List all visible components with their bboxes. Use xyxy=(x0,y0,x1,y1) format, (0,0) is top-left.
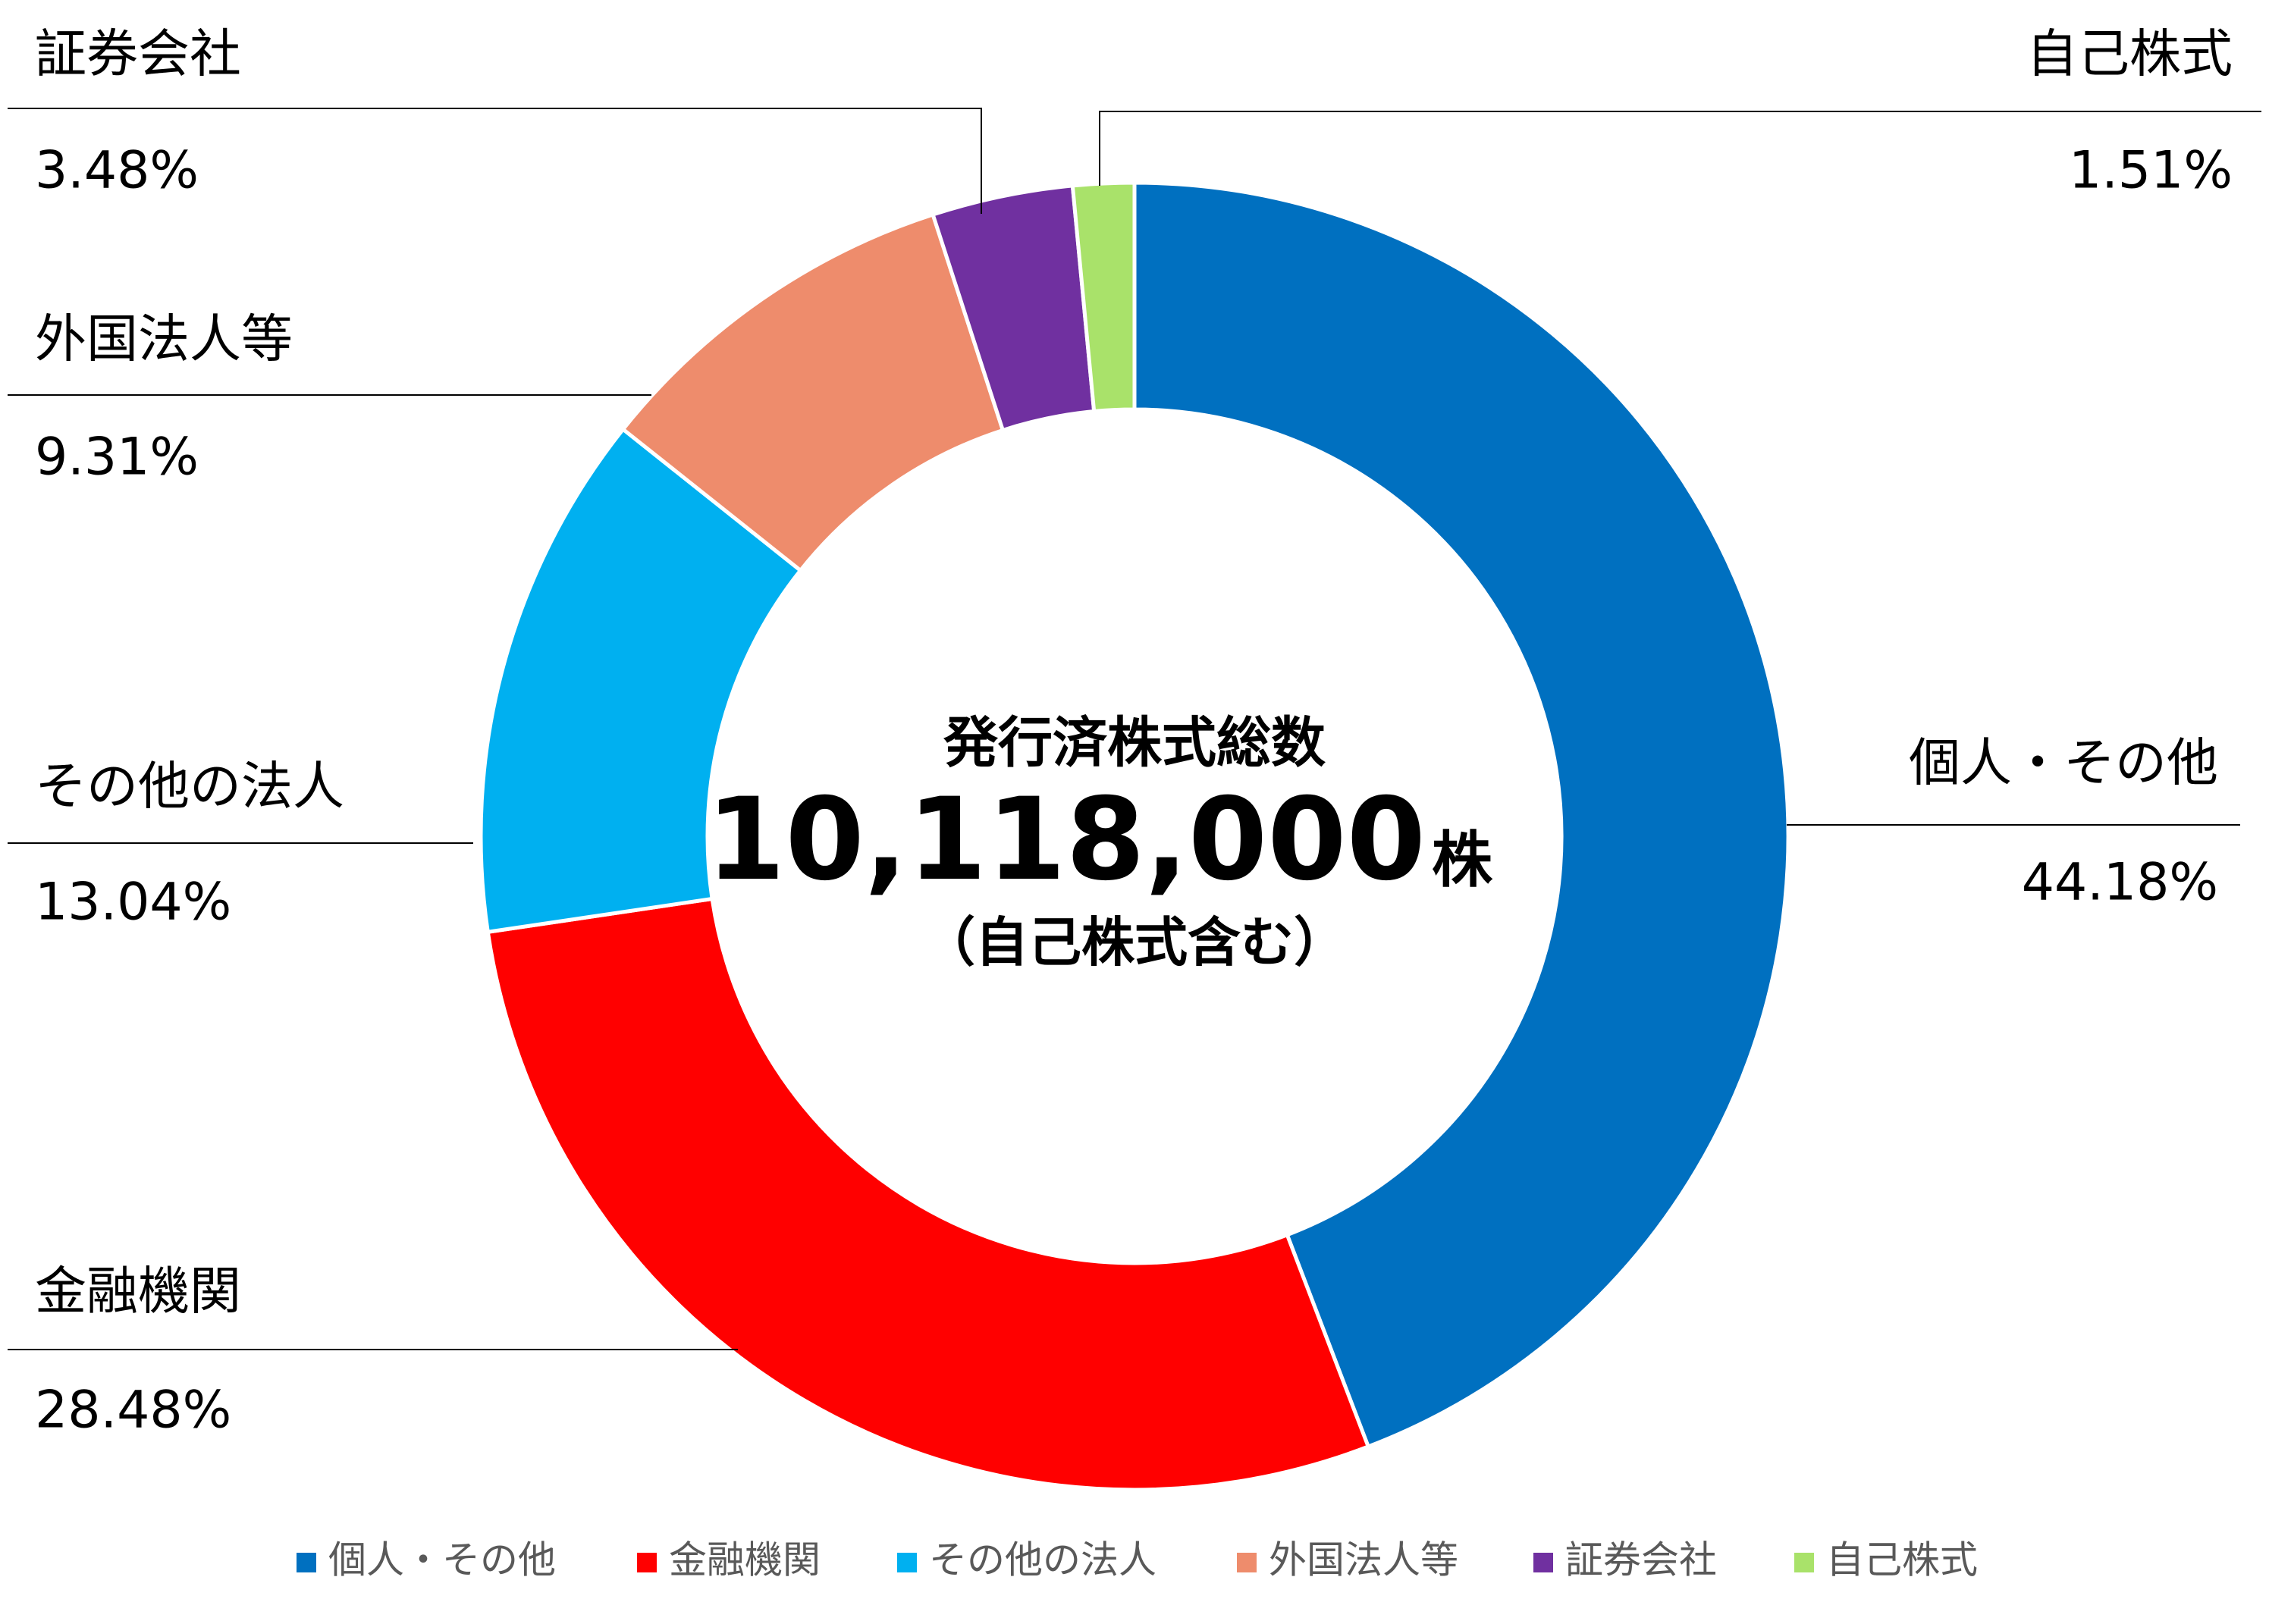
donut-segment xyxy=(1132,180,1790,1450)
category-label: その他の法人 xyxy=(35,757,344,817)
legend-label: 金融機関 xyxy=(669,1538,821,1582)
category-label: 自己株式 xyxy=(2026,25,2233,85)
value-label: 3.48% xyxy=(35,141,199,201)
legend-swatch xyxy=(1533,1553,1553,1572)
legend-label: 自己株式 xyxy=(1826,1538,1978,1582)
legend-label: 証券会社 xyxy=(1565,1538,1717,1582)
value-label: 44.18% xyxy=(2022,853,2218,913)
leader-line xyxy=(8,108,982,214)
center-unit: 株 xyxy=(1432,825,1493,895)
legend-swatch xyxy=(637,1553,657,1572)
legend-swatch xyxy=(297,1553,316,1572)
center-total: 10,118,000 xyxy=(706,774,1426,906)
center-note: （自己株式含む） xyxy=(922,911,1347,973)
leader-line xyxy=(1099,111,2261,186)
category-label: 金融機関 xyxy=(35,1262,241,1322)
value-label: 9.31% xyxy=(35,428,199,488)
legend-swatch xyxy=(1794,1553,1814,1572)
legend-swatch xyxy=(1237,1553,1257,1572)
legend-label: 外国法人等 xyxy=(1269,1538,1458,1582)
category-label: 証券会社 xyxy=(35,25,241,85)
center-title: 発行済株式総数 xyxy=(943,711,1326,775)
value-label: 28.48% xyxy=(35,1381,231,1441)
donut-segment xyxy=(485,896,1371,1492)
category-label: 外国法人等 xyxy=(35,310,293,370)
legend-swatch xyxy=(897,1553,917,1572)
legend-label: 個人・その他 xyxy=(328,1538,556,1582)
value-label: 1.51% xyxy=(2069,141,2233,201)
category-label: 個人・その他 xyxy=(1909,734,2218,794)
donut-segment xyxy=(1070,180,1137,414)
value-label: 13.04% xyxy=(35,873,231,933)
legend-label: その他の法人 xyxy=(929,1538,1156,1582)
donut-segment xyxy=(479,426,804,935)
